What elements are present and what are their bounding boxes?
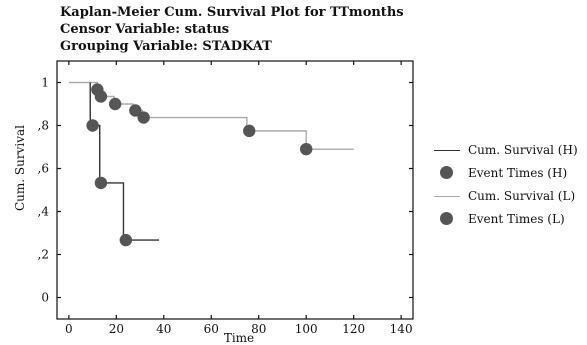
chart-titles: Kaplan-Meier Cum. Survival Plot for TTmo… <box>60 4 404 55</box>
x-axis-label: Time <box>224 331 254 345</box>
series-layer <box>68 81 354 247</box>
event-time-point <box>86 119 99 132</box>
legend-line-swatch <box>432 189 462 203</box>
survival-step-line <box>68 81 354 150</box>
y-tick-label: 0 <box>41 291 49 305</box>
event-time-point <box>119 233 133 247</box>
legend-line-swatch <box>432 143 462 157</box>
x-tick-label: 140 <box>390 322 413 336</box>
survival-step-line <box>89 82 160 241</box>
x-tick-label: 120 <box>342 322 365 336</box>
grouping-variable-line: Grouping Variable: STADKAT <box>60 39 272 54</box>
x-axis: 0 20 40 60 80 100 120 140 <box>65 61 413 336</box>
legend-item: Event Times (H) <box>432 161 578 184</box>
event-time-point <box>300 142 313 156</box>
legend-item: Cum. Survival (H) <box>432 138 578 161</box>
x-tick-label: 80 <box>251 322 266 336</box>
legend-dot-swatch <box>432 211 462 226</box>
event-time-point <box>94 90 108 103</box>
y-tick-label: ,8 <box>38 119 49 133</box>
x-tick-label: 60 <box>204 322 219 336</box>
x-tick-label: 40 <box>156 322 171 336</box>
y-tick-label: 1 <box>41 76 49 90</box>
chart-title: Kaplan-Meier Cum. Survival Plot for TTmo… <box>60 5 404 20</box>
legend-dot-swatch <box>432 165 462 180</box>
event-time-point <box>94 176 108 190</box>
event-time-point <box>108 97 122 111</box>
plot-frame <box>56 60 414 320</box>
event-time-point <box>243 124 256 138</box>
legend-label: Event Times (L) <box>468 211 565 226</box>
y-axis-label: Cum. Survival <box>13 125 27 211</box>
event-time-point <box>137 111 150 124</box>
legend: Cum. Survival (H) Event Times (H) Cum. S… <box>432 138 578 230</box>
y-tick-label: ,4 <box>38 205 50 219</box>
event-time-point <box>129 104 142 117</box>
legend-label: Event Times (H) <box>468 165 568 180</box>
legend-item: Cum. Survival (L) <box>432 184 578 207</box>
legend-label: Cum. Survival (L) <box>468 188 576 203</box>
x-tick-label: 20 <box>109 322 124 336</box>
x-tick-label: 100 <box>295 322 318 336</box>
legend-item: Event Times (L) <box>432 207 578 230</box>
y-axis: 0 ,2 ,4 ,6 ,8 1 <box>38 76 413 305</box>
y-tick-label: ,6 <box>38 162 49 176</box>
y-tick-label: ,2 <box>38 248 49 262</box>
censor-variable-line: Censor Variable: status <box>60 22 230 37</box>
x-tick-label: 0 <box>65 322 73 336</box>
legend-label: Cum. Survival (H) <box>468 142 578 157</box>
